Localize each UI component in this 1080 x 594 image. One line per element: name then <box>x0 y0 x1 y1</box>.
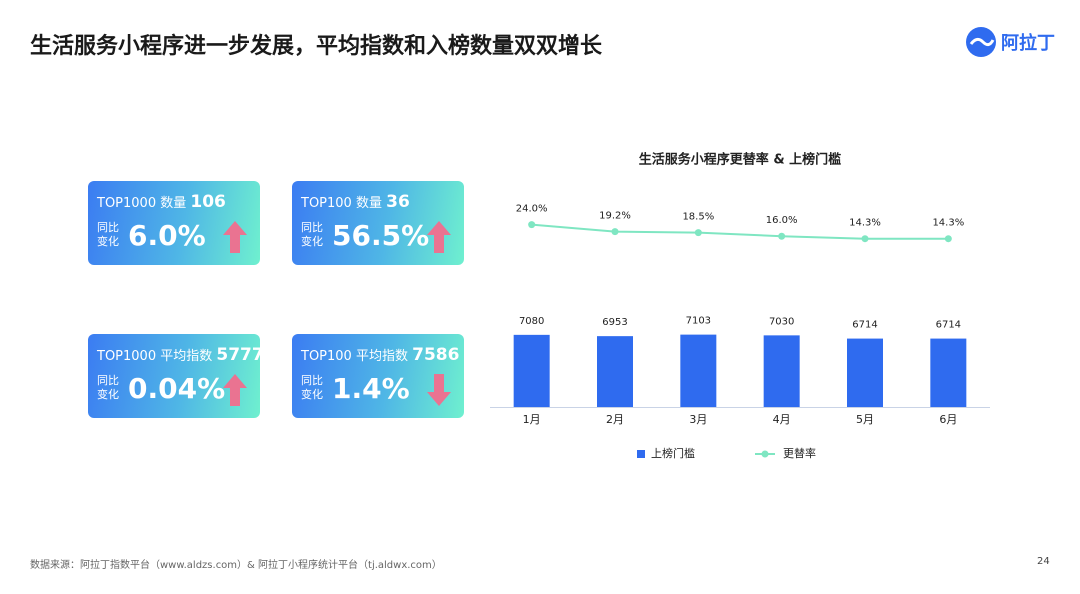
change-label-line: 变化 <box>301 235 323 248</box>
x-tick-label: 5月 <box>856 413 874 426</box>
stat-card: TOP100 数量 36 同比 变化 56.5% <box>292 181 464 265</box>
arrow-shape <box>223 221 247 253</box>
card-label-row: TOP100 数量 36 <box>301 192 410 212</box>
change-label: 同比 变化 <box>97 374 119 402</box>
legend-swatch <box>637 450 645 458</box>
stat-card: TOP1000 数量 106 同比 变化 6.0% <box>88 181 260 265</box>
line <box>531 223 949 240</box>
line-value-label: 14.3% <box>849 218 881 229</box>
change-label-line: 变化 <box>97 235 119 248</box>
bar <box>680 334 717 407</box>
trend-arrow <box>223 221 247 253</box>
bar-value-label: 6953 <box>602 317 627 328</box>
change-value: 6.0% <box>128 219 206 252</box>
trend-arrow <box>427 221 451 253</box>
line-point <box>861 235 869 243</box>
card-value: 5777 <box>216 345 264 365</box>
card-label-row: TOP100 平均指数 7586 <box>301 345 459 365</box>
card-value: 36 <box>386 192 410 212</box>
bar-value-label: 7030 <box>769 316 794 327</box>
page-title: 生活服务小程序进一步发展，平均指数和入榜数量双双增长 <box>30 34 603 59</box>
line-point <box>611 228 619 236</box>
arrow-shape <box>223 374 247 406</box>
card-label: TOP1000 平均指数 <box>97 349 213 364</box>
card-label: TOP100 平均指数 <box>301 349 408 364</box>
legend-label: 更替率 <box>783 446 816 460</box>
change-label-line: 同比 <box>301 221 323 234</box>
line-value-label: 24.0% <box>516 204 548 215</box>
card-label: TOP1000 数量 <box>97 196 187 211</box>
logo-icon <box>966 27 996 57</box>
bar <box>763 335 800 407</box>
legend-label: 上榜门槛 <box>651 446 695 460</box>
card-label-row: TOP1000 数量 106 <box>97 192 226 212</box>
line-point <box>778 232 786 240</box>
x-tick-label: 4月 <box>773 413 791 426</box>
bar <box>930 338 967 407</box>
line-value-label: 16.0% <box>766 215 798 226</box>
page-number: 24 <box>1037 556 1050 567</box>
x-tick-label: 2月 <box>606 413 624 426</box>
line-value-label: 19.2% <box>599 211 631 222</box>
change-label-line: 同比 <box>97 374 119 387</box>
arrow-shape <box>427 221 451 253</box>
x-tick-label: 1月 <box>523 413 541 426</box>
chart-title: 生活服务小程序更替率 & 上榜门槛 <box>639 152 841 168</box>
logo-text: 阿拉丁 <box>1001 33 1055 54</box>
change-value: 56.5% <box>332 219 430 252</box>
bar <box>513 334 550 407</box>
x-tick-label: 3月 <box>689 413 707 426</box>
stat-card: TOP1000 平均指数 5777 同比 变化 0.04% <box>88 334 264 418</box>
change-label-line: 同比 <box>301 374 323 387</box>
logo: 阿拉丁 <box>965 26 1055 58</box>
line-point <box>528 221 536 229</box>
bar <box>847 338 883 407</box>
card-value: 106 <box>190 192 226 212</box>
source: 数据来源：阿拉丁指数平台（www.aldzs.com）& 阿拉丁小程序统计平台（… <box>30 560 442 571</box>
change-label: 同比 变化 <box>301 221 323 249</box>
change-label-line: 变化 <box>301 388 323 401</box>
card-label-row: TOP1000 平均指数 5777 <box>97 345 264 365</box>
stat-card: TOP100 平均指数 7586 同比 变化 1.4% <box>292 334 464 418</box>
trend-arrow <box>427 374 451 406</box>
change-label: 同比 变化 <box>301 374 323 402</box>
bar-value-label: 6714 <box>852 320 877 331</box>
line-value-label: 14.3% <box>932 218 964 229</box>
change-value: 0.04% <box>128 372 226 405</box>
legend-swatch-dot <box>761 450 769 458</box>
line-value-label: 18.5% <box>682 212 714 223</box>
line-point <box>944 235 952 243</box>
trend-arrow <box>223 374 247 406</box>
change-label-line: 变化 <box>97 388 119 401</box>
line-point <box>694 229 702 237</box>
change-label-line: 同比 <box>97 221 119 234</box>
x-tick-label: 6月 <box>939 413 957 426</box>
change-value: 1.4% <box>332 372 410 405</box>
card-label: TOP100 数量 <box>301 196 382 211</box>
bar-value-label: 7080 <box>519 316 544 327</box>
bar <box>597 336 633 407</box>
arrow-shape <box>427 374 451 406</box>
bar-value-label: 7103 <box>686 316 711 327</box>
bar-value-label: 6714 <box>936 320 961 331</box>
change-label: 同比 变化 <box>97 221 119 249</box>
card-value: 7586 <box>412 345 460 365</box>
